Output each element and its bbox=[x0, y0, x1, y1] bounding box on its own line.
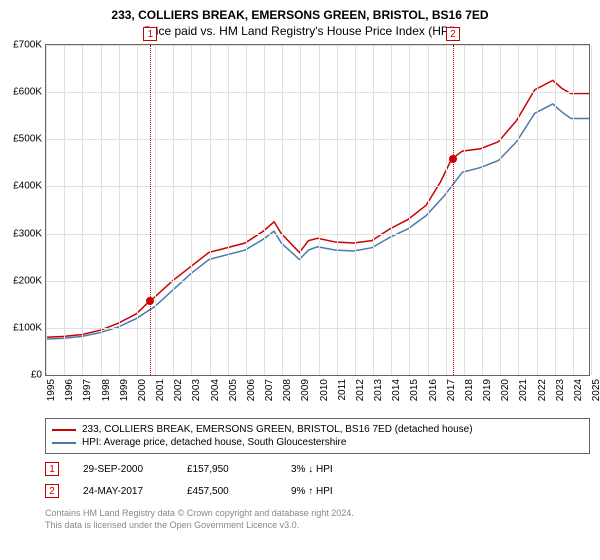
y-axis-label: £500K bbox=[13, 134, 42, 145]
x-axis-label: 2021 bbox=[518, 379, 529, 401]
chart-svg bbox=[46, 45, 589, 375]
marker-line bbox=[150, 45, 151, 375]
x-axis-label: 1996 bbox=[64, 379, 75, 401]
footer-line: Contains HM Land Registry data © Crown c… bbox=[45, 508, 590, 520]
transaction-notes: 1 29-SEP-2000 £157,950 3% ↓ HPI 2 24-MAY… bbox=[45, 458, 590, 502]
marker-dot bbox=[146, 297, 154, 305]
x-axis-label: 2025 bbox=[591, 379, 600, 401]
note-price: £457,500 bbox=[187, 486, 267, 497]
x-axis-label: 1998 bbox=[101, 379, 112, 401]
note-row: 1 29-SEP-2000 £157,950 3% ↓ HPI bbox=[45, 458, 590, 480]
marker-label-box: 2 bbox=[446, 27, 460, 41]
footer: Contains HM Land Registry data © Crown c… bbox=[45, 508, 590, 531]
x-axis-label: 1999 bbox=[119, 379, 130, 401]
note-date: 29-SEP-2000 bbox=[83, 464, 163, 475]
legend-label: HPI: Average price, detached house, Sout… bbox=[82, 437, 346, 448]
x-axis-label: 2004 bbox=[210, 379, 221, 401]
x-axis-label: 2011 bbox=[337, 379, 348, 401]
x-axis-label: 2014 bbox=[391, 379, 402, 401]
note-marker: 1 bbox=[45, 462, 59, 476]
chart-area: £0£100K£200K£300K£400K£500K£600K£700K199… bbox=[45, 44, 590, 376]
x-axis-label: 1997 bbox=[82, 379, 93, 401]
y-axis-label: £400K bbox=[13, 181, 42, 192]
x-axis-label: 2002 bbox=[173, 379, 184, 401]
marker-label-box: 1 bbox=[143, 27, 157, 41]
note-delta: 3% ↓ HPI bbox=[291, 464, 371, 475]
note-row: 2 24-MAY-2017 £457,500 9% ↑ HPI bbox=[45, 480, 590, 502]
x-axis-label: 2017 bbox=[446, 379, 457, 401]
y-axis-label: £600K bbox=[13, 87, 42, 98]
x-axis-label: 2024 bbox=[573, 379, 584, 401]
x-axis-label: 2003 bbox=[191, 379, 202, 401]
x-axis-label: 2005 bbox=[228, 379, 239, 401]
x-axis-label: 2007 bbox=[264, 379, 275, 401]
x-axis-label: 2006 bbox=[246, 379, 257, 401]
y-axis-label: £200K bbox=[13, 275, 42, 286]
x-axis-label: 2020 bbox=[500, 379, 511, 401]
legend-item: HPI: Average price, detached house, Sout… bbox=[52, 436, 583, 449]
note-date: 24-MAY-2017 bbox=[83, 486, 163, 497]
x-axis-label: 2001 bbox=[155, 379, 166, 401]
x-axis-label: 2015 bbox=[409, 379, 420, 401]
x-axis-label: 2018 bbox=[464, 379, 475, 401]
x-axis-label: 2016 bbox=[428, 379, 439, 401]
x-axis-label: 1995 bbox=[46, 379, 57, 401]
note-delta: 9% ↑ HPI bbox=[291, 486, 371, 497]
legend-swatch bbox=[52, 429, 76, 431]
chart-title: 233, COLLIERS BREAK, EMERSONS GREEN, BRI… bbox=[0, 0, 600, 22]
chart-subtitle: Price paid vs. HM Land Registry's House … bbox=[0, 22, 600, 44]
series-line bbox=[46, 80, 589, 337]
y-axis-label: £300K bbox=[13, 228, 42, 239]
x-axis-label: 2000 bbox=[137, 379, 148, 401]
x-axis-label: 2019 bbox=[482, 379, 493, 401]
marker-dot bbox=[449, 155, 457, 163]
y-axis-label: £100K bbox=[13, 322, 42, 333]
y-axis-label: £700K bbox=[13, 40, 42, 51]
x-axis-label: 2009 bbox=[300, 379, 311, 401]
legend-label: 233, COLLIERS BREAK, EMERSONS GREEN, BRI… bbox=[82, 424, 473, 435]
x-axis-label: 2012 bbox=[355, 379, 366, 401]
legend-item: 233, COLLIERS BREAK, EMERSONS GREEN, BRI… bbox=[52, 423, 583, 436]
x-axis-label: 2023 bbox=[555, 379, 566, 401]
x-axis-label: 2010 bbox=[319, 379, 330, 401]
marker-line bbox=[453, 45, 454, 375]
container: 233, COLLIERS BREAK, EMERSONS GREEN, BRI… bbox=[0, 0, 600, 560]
y-axis-label: £0 bbox=[31, 370, 42, 381]
x-axis-label: 2013 bbox=[373, 379, 384, 401]
note-marker: 2 bbox=[45, 484, 59, 498]
note-price: £157,950 bbox=[187, 464, 267, 475]
x-axis-label: 2022 bbox=[537, 379, 548, 401]
footer-line: This data is licensed under the Open Gov… bbox=[45, 520, 590, 532]
x-axis-label: 2008 bbox=[282, 379, 293, 401]
legend: 233, COLLIERS BREAK, EMERSONS GREEN, BRI… bbox=[45, 418, 590, 454]
legend-swatch bbox=[52, 442, 76, 444]
